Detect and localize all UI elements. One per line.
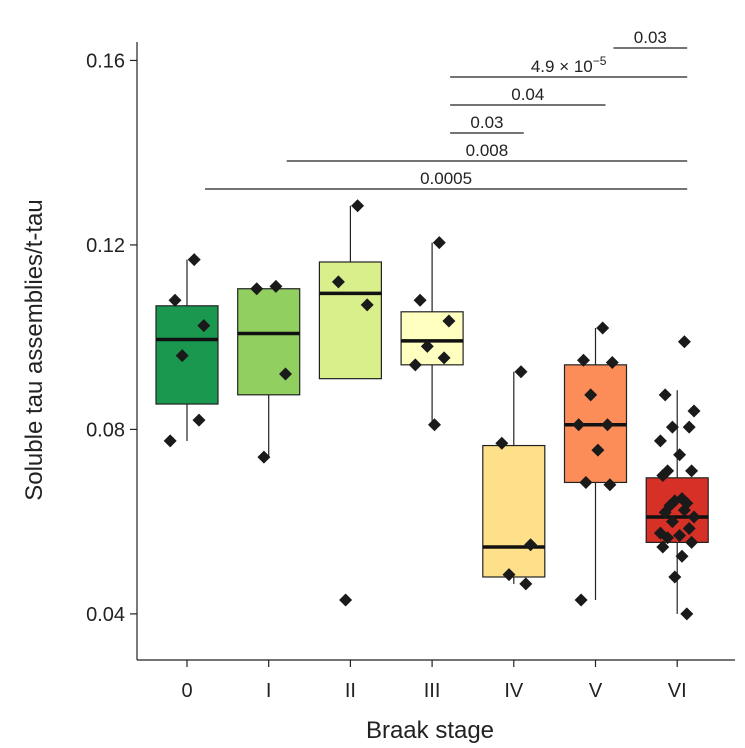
data-point <box>360 298 374 312</box>
significance-bar: 0.04 <box>450 85 606 106</box>
data-point <box>514 365 528 379</box>
x-axis-title: Braak stage <box>366 717 494 744</box>
data-point <box>687 510 701 524</box>
boxes-layer <box>155 205 709 614</box>
data-point <box>187 253 201 267</box>
y-tick-label: 0.08 <box>86 419 125 441</box>
box-stage-V <box>563 327 628 601</box>
data-point <box>682 420 696 434</box>
data-point <box>665 420 679 434</box>
data-point <box>331 275 345 289</box>
data-point <box>339 593 353 607</box>
data-point <box>605 356 619 370</box>
data-point <box>596 321 610 335</box>
x-tick-label: II <box>345 680 356 702</box>
box-iqr <box>482 444 546 578</box>
data-point <box>413 293 427 307</box>
data-point <box>432 236 446 250</box>
data-point <box>502 568 516 582</box>
data-point <box>524 538 538 552</box>
p-value-label: 4.9 × 10−5 <box>531 54 607 76</box>
data-point <box>163 434 177 448</box>
y-tick-label: 0.12 <box>86 235 125 257</box>
data-point <box>591 443 605 457</box>
box-iqr <box>318 261 382 380</box>
data-point <box>653 434 667 448</box>
data-point <box>579 475 593 489</box>
data-point <box>519 577 533 591</box>
data-point <box>168 293 182 307</box>
p-value-label: 0.03 <box>470 113 503 132</box>
data-point <box>574 593 588 607</box>
data-point <box>680 607 694 621</box>
data-point <box>250 282 264 296</box>
data-point <box>658 505 672 519</box>
box-stage-II <box>318 205 382 380</box>
y-tick-label: 0.16 <box>86 50 125 72</box>
p-value-exponent: −5 <box>593 54 607 68</box>
box-stage-0 <box>155 259 219 441</box>
significance-bar: 0.008 <box>286 141 688 162</box>
data-point <box>603 478 617 492</box>
x-tick-label: VI <box>668 680 687 702</box>
p-value-label: 0.008 <box>466 141 509 160</box>
y-axis-title: Soluble tau assemblies/t-tau <box>21 199 48 501</box>
significance-bar: 0.03 <box>613 28 688 49</box>
x-tick-label: V <box>589 680 603 702</box>
significance-bar: 0.03 <box>450 113 524 134</box>
data-point <box>601 418 614 432</box>
data-point <box>257 450 271 464</box>
data-point <box>197 319 211 333</box>
data-point <box>673 448 687 462</box>
y-tick-label: 0.04 <box>86 604 125 626</box>
data-point <box>495 436 509 450</box>
data-point <box>665 515 679 529</box>
significance-bar: 0.0005 <box>205 169 688 190</box>
data-point <box>677 503 691 517</box>
p-value-label: 0.0005 <box>420 169 472 188</box>
data-point <box>656 540 670 554</box>
data-point <box>685 464 699 478</box>
axes-layer: 0.040.080.120.160 I II III IV V VI <box>86 42 735 702</box>
significance-layer: 0.03 4.9 × 10−5 0.04 0.03 0.008 0.0005 <box>205 28 688 190</box>
data-point <box>437 351 451 365</box>
significance-bar: 4.9 × 10−5 <box>450 54 688 78</box>
p-value-label: 0.04 <box>511 85 544 104</box>
data-point <box>673 528 687 542</box>
data-point <box>675 549 689 563</box>
points-layer <box>163 199 701 621</box>
data-point <box>682 522 696 536</box>
p-value-label: 0.03 <box>634 28 667 47</box>
data-point <box>687 404 701 418</box>
data-point <box>572 418 586 432</box>
data-point <box>269 279 283 293</box>
data-point <box>192 413 206 427</box>
data-point <box>668 570 682 584</box>
data-point <box>279 367 292 381</box>
x-tick-label: III <box>424 680 441 702</box>
data-point <box>428 418 441 432</box>
data-point <box>656 469 670 483</box>
data-point <box>677 335 691 349</box>
x-tick-label: I <box>266 680 272 702</box>
x-tick-label: 0 <box>181 680 192 702</box>
data-point <box>661 531 675 545</box>
data-point <box>442 314 456 328</box>
box-iqr <box>237 288 301 396</box>
data-point <box>351 199 365 213</box>
x-tick-label: IV <box>504 680 524 702</box>
box-stage-I <box>237 288 301 458</box>
box-stage-III <box>400 242 464 425</box>
data-point <box>408 358 422 372</box>
data-point <box>658 388 672 402</box>
box-stage-IV <box>482 371 546 584</box>
data-point <box>584 388 598 402</box>
data-point <box>577 353 590 367</box>
data-point <box>685 535 699 549</box>
data-point <box>420 339 434 353</box>
data-point <box>175 349 189 363</box>
